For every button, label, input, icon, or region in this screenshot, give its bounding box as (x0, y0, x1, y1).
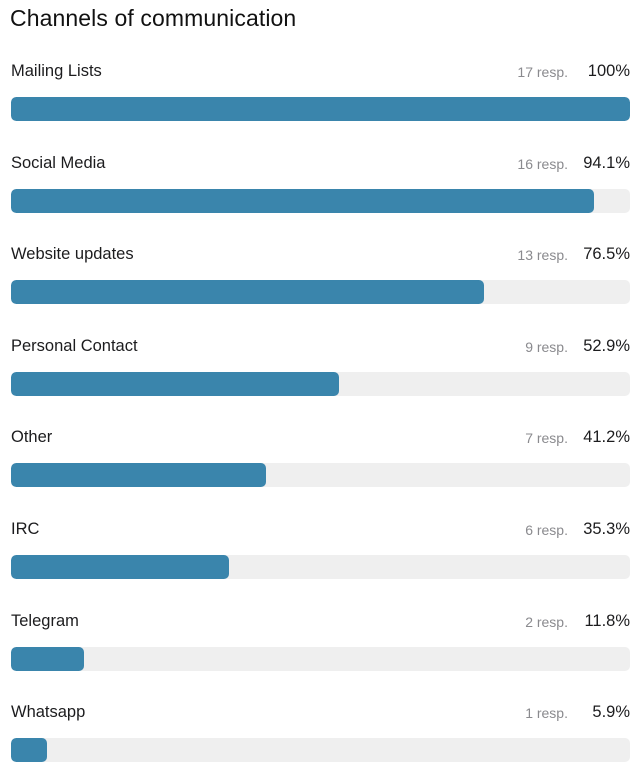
response-count: 2 resp. (525, 614, 568, 630)
bar-fill (11, 555, 229, 579)
bar-label: Whatsapp (11, 703, 86, 721)
bar-track (11, 738, 630, 762)
percent-label: 100% (587, 62, 630, 80)
bar-row: Other 7 resp. 41.2% (11, 428, 630, 490)
bar-fill (11, 463, 266, 487)
response-count: 9 resp. (525, 339, 568, 355)
response-count: 13 resp. (517, 247, 568, 263)
percent-label: 52.9% (583, 337, 630, 355)
bar-row: Personal Contact 9 resp. 52.9% (11, 337, 630, 399)
bar-track (11, 555, 630, 579)
bar-label: IRC (11, 520, 40, 538)
response-count: 6 resp. (525, 522, 568, 538)
bar-track (11, 372, 630, 396)
bar-row: Social Media 16 resp. 94.1% (11, 154, 630, 216)
bar-fill (11, 97, 630, 121)
percent-label: 11.8% (584, 612, 630, 630)
bar-fill (11, 738, 47, 762)
response-count: 17 resp. (517, 64, 568, 80)
bar-label: Telegram (11, 612, 79, 630)
response-count: 1 resp. (525, 705, 568, 721)
percent-label: 94.1% (583, 154, 630, 172)
bar-label: Other (11, 428, 53, 446)
bar-row: IRC 6 resp. 35.3% (11, 520, 630, 582)
bar-track (11, 97, 630, 121)
percent-label: 5.9% (592, 703, 630, 721)
bar-fill (11, 189, 594, 213)
bar-label: Social Media (11, 154, 106, 172)
percent-label: 35.3% (583, 520, 630, 538)
bar-label: Mailing Lists (11, 62, 102, 80)
bar-row: Website updates 13 resp. 76.5% (11, 245, 630, 307)
bar-row: Whatsapp 1 resp. 5.9% (11, 703, 630, 765)
bar-row: Mailing Lists 17 resp. 100% (11, 62, 630, 124)
response-count: 7 resp. (525, 430, 568, 446)
bar-track (11, 189, 630, 213)
percent-label: 76.5% (583, 245, 630, 263)
bar-fill (11, 647, 84, 671)
bar-track (11, 463, 630, 487)
bar-label: Personal Contact (11, 337, 138, 355)
percent-label: 41.2% (583, 428, 630, 446)
bar-track (11, 647, 630, 671)
bar-label: Website updates (11, 245, 134, 263)
bar-row: Telegram 2 resp. 11.8% (11, 612, 630, 674)
bar-fill (11, 280, 484, 304)
chart-title: Channels of communication (10, 5, 297, 31)
bar-track (11, 280, 630, 304)
response-count: 16 resp. (517, 156, 568, 172)
bar-fill (11, 372, 339, 396)
